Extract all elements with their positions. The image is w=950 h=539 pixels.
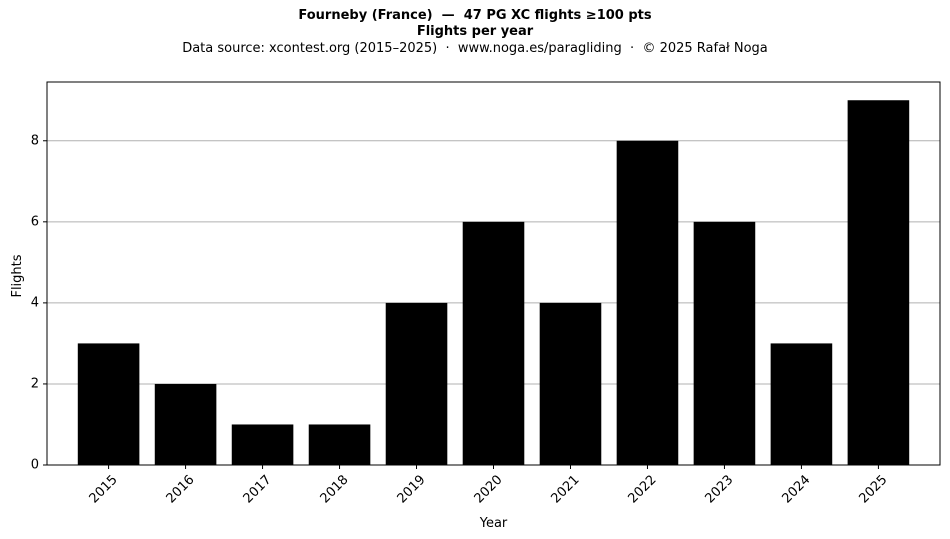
bar-2020 xyxy=(462,221,525,465)
x-axis-label: Year xyxy=(479,516,508,531)
bar-2024 xyxy=(770,343,833,465)
bar-2017 xyxy=(231,424,294,465)
bar-2021 xyxy=(539,302,602,465)
bar-2023 xyxy=(693,221,756,465)
y-axis-label: Flights xyxy=(10,254,25,297)
bars xyxy=(77,100,910,465)
bar-2018 xyxy=(308,424,371,465)
chart-subtitle: Flights per year xyxy=(416,24,534,39)
x-tick-label: 2017 xyxy=(241,472,275,506)
x-tick-label: 2021 xyxy=(549,472,583,506)
chart-title: Fourneby (France) — 47 PG XC flights ≥10… xyxy=(298,8,652,23)
x-tick-label: 2022 xyxy=(626,472,660,506)
bar-2015 xyxy=(77,343,140,465)
x-tick-label: 2016 xyxy=(164,472,198,506)
bar-2025 xyxy=(847,100,910,465)
bar-2016 xyxy=(154,383,217,465)
bar-2019 xyxy=(385,302,448,465)
y-axis-ticks: 0 2 4 6 8 xyxy=(31,133,47,473)
chart-title-block: Fourneby (France) — 47 PG XC flights ≥10… xyxy=(0,8,950,58)
x-tick-label: 2018 xyxy=(318,472,352,506)
y-tick-label: 4 xyxy=(31,295,39,310)
y-tick-label: 6 xyxy=(31,214,39,229)
chart-source-note: Data source: xcontest.org (2015–2025) · … xyxy=(182,41,768,56)
x-tick-label: 2025 xyxy=(856,472,890,506)
bar-2022 xyxy=(616,140,679,465)
y-tick-label: 8 xyxy=(31,133,39,148)
x-tick-label: 2015 xyxy=(87,472,121,506)
x-tick-label: 2024 xyxy=(779,472,813,506)
x-tick-label: 2023 xyxy=(702,472,736,506)
x-axis-ticks: 2015 2016 2017 2018 2019 2020 2021 2022 2023 2024… xyxy=(87,465,890,506)
y-tick-label: 0 xyxy=(31,458,39,473)
x-tick-label: 2019 xyxy=(395,472,429,506)
y-tick-label: 2 xyxy=(31,376,39,391)
x-tick-label: 2020 xyxy=(472,472,506,506)
